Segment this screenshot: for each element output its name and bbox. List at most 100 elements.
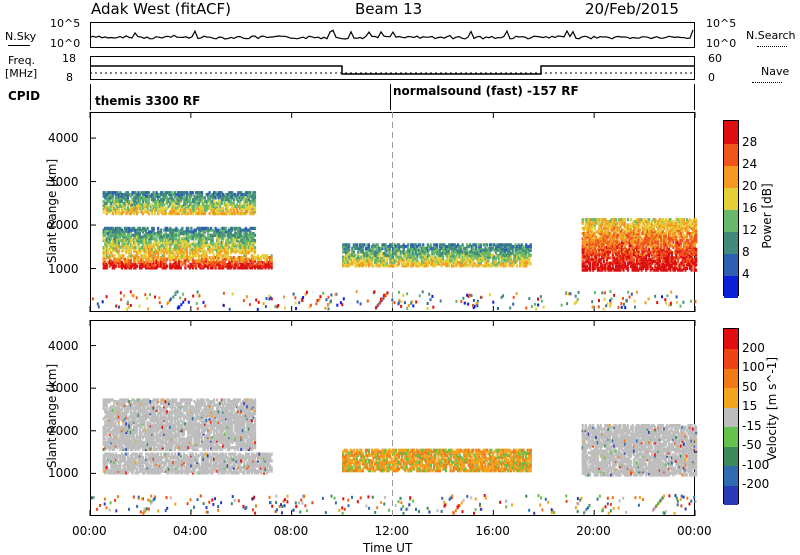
power-cell — [469, 294, 471, 297]
power-cell — [209, 191, 211, 194]
power-cell — [118, 249, 120, 252]
power-cell — [664, 298, 666, 301]
power-cell — [363, 243, 365, 246]
power-cell — [356, 290, 358, 293]
power-cell — [172, 296, 174, 299]
freq-tick-low: 8 — [66, 72, 73, 83]
power-cell — [103, 254, 105, 257]
power-cell — [298, 301, 300, 304]
power-cell — [154, 212, 156, 215]
power-cell — [254, 200, 256, 203]
power-cell — [193, 241, 195, 244]
freq-tick-high: 18 — [62, 53, 76, 64]
power-cell — [160, 229, 162, 232]
nave-tick-high: 60 — [708, 53, 722, 64]
power-cell — [516, 264, 518, 267]
power-cell — [575, 295, 577, 298]
power-cell — [695, 223, 697, 226]
power-cell — [430, 243, 432, 246]
power-cell — [598, 299, 600, 302]
power-cell — [422, 243, 424, 246]
power-cell — [603, 260, 605, 263]
power-cell — [184, 266, 186, 269]
power-cell — [530, 262, 532, 265]
power-cell — [622, 297, 624, 300]
power-cell — [695, 269, 697, 272]
power-cell — [627, 267, 629, 270]
power-cell — [377, 243, 379, 246]
power-cell — [589, 262, 591, 265]
nave-tick-low: 0 — [708, 72, 715, 83]
power-cell — [392, 256, 394, 259]
power-cell — [486, 243, 488, 246]
power-cell — [462, 243, 464, 246]
power-cell — [190, 227, 192, 230]
nave-legend-dots — [752, 82, 782, 83]
power-cell — [466, 249, 468, 252]
power-cell — [419, 243, 421, 246]
power-cell — [616, 222, 618, 225]
power-cell — [254, 234, 256, 237]
power-cell — [675, 236, 677, 239]
power-cell — [362, 249, 364, 252]
power-cell — [254, 239, 256, 242]
nsearch-label: N.Search — [746, 30, 796, 41]
power-cell — [695, 263, 697, 266]
power-cell — [686, 267, 688, 270]
power-cell — [233, 209, 235, 212]
nsky-legend-line — [8, 45, 30, 46]
power-cell — [510, 256, 512, 259]
power-cell — [669, 218, 671, 221]
power-cell — [582, 218, 584, 221]
nave-label: Nave — [761, 66, 789, 77]
power-cell — [671, 251, 673, 254]
power-cell — [166, 265, 168, 268]
power-cell — [624, 218, 626, 221]
power-cell — [122, 254, 124, 257]
cpid-segment-1: themis 3300 RF — [95, 95, 200, 107]
power-cell — [204, 196, 206, 199]
power-cell — [222, 207, 224, 210]
power-cell — [690, 300, 692, 303]
power-cell — [374, 290, 376, 293]
power-cell — [113, 254, 115, 257]
power-cell — [223, 292, 225, 295]
cpid-segment-2: normalsound (fast) -157 RF — [393, 85, 579, 97]
power-cell — [627, 218, 629, 221]
power-cell — [120, 291, 122, 294]
power-cell — [630, 218, 632, 221]
power-cell — [115, 265, 117, 268]
power-cell — [195, 254, 197, 257]
power-cell — [165, 212, 167, 215]
power-cell — [254, 207, 256, 210]
power-cell — [480, 243, 482, 246]
power-cell — [695, 227, 697, 230]
freq-label: Freq. — [8, 55, 35, 66]
power-cell — [691, 269, 693, 272]
nsky-label: N.Sky — [5, 31, 36, 42]
power-cell — [407, 262, 409, 265]
beam-title: Beam 13 — [355, 2, 422, 17]
power-cell — [249, 191, 251, 194]
power-cell — [687, 229, 689, 232]
power-cell — [255, 299, 257, 302]
power-cell — [271, 254, 273, 257]
power-cell — [440, 300, 442, 303]
power-cell — [225, 227, 227, 230]
power-cell — [530, 243, 532, 246]
freq-trace — [90, 56, 695, 80]
power-plot — [90, 112, 695, 312]
power-cell — [148, 202, 150, 205]
power-cell — [489, 293, 491, 296]
power-cell — [107, 251, 109, 254]
power-cell — [147, 227, 149, 230]
power-cell — [408, 304, 410, 307]
power-cell — [118, 306, 120, 309]
power-cell — [139, 232, 141, 235]
power-cell — [455, 300, 457, 303]
power-cell — [639, 229, 641, 232]
power-cell — [624, 306, 626, 309]
power-cell — [648, 248, 650, 251]
power-cell — [254, 246, 256, 249]
power-cell — [184, 263, 186, 266]
